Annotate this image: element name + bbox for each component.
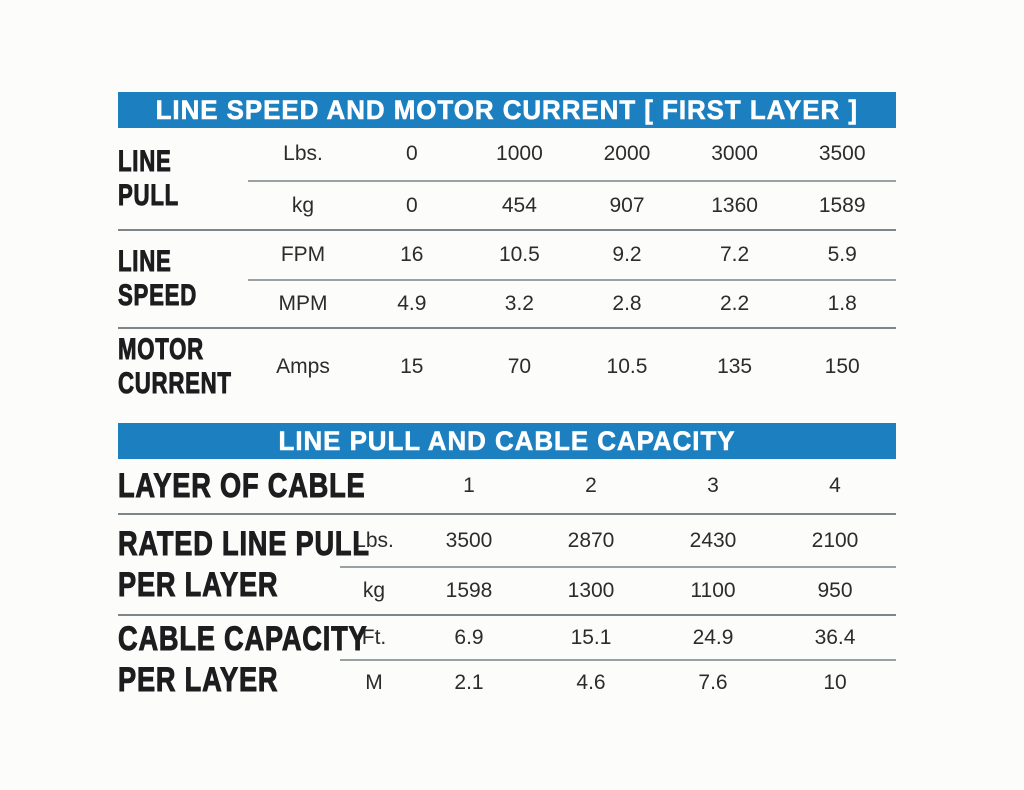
value-cell: 2.8 (612, 292, 642, 315)
group-label-cable-capacity: CABLE CAPACITY PER LAYER (118, 616, 368, 704)
row-rated-line-pull-kg: kg 1598 1300 1100 950 (340, 566, 896, 614)
unit-cell: kg (362, 579, 386, 602)
value-cell: 10.5 (606, 355, 648, 378)
row-layer-of-cable: LAYER OF CABLE 1 2 3 4 (118, 459, 896, 515)
group-label-line-speed: LINE SPEED (118, 231, 248, 327)
unit-cell: Ft. (361, 625, 387, 649)
value-cell: 454 (501, 193, 537, 217)
group-line-pull: LINE PULL Lbs. 0 1000 2000 3000 3500 kg … (118, 128, 896, 229)
value-cell: 3500 (818, 142, 866, 165)
group-rows: Lbs. 3500 2870 2430 2100 kg 1598 1300 11… (340, 515, 896, 614)
group-motor-current: MOTOR CURRENT Amps 15 70 10.5 135 150 (118, 327, 896, 405)
value-cell: 0 (405, 142, 418, 165)
value-cell: 70 (507, 355, 532, 378)
row-cable-capacity-ft: Ft. 6.9 15.1 24.9 36.4 (340, 616, 896, 659)
label-line: MOTOR (118, 333, 204, 367)
value-cell: 907 (609, 193, 645, 217)
table1-title: LINE SPEED AND MOTOR CURRENT [ FIRST LAY… (155, 94, 859, 125)
row-line-speed-fpm: FPM 16 10.5 9.2 7.2 5.9 (248, 231, 896, 279)
value-cell: 15.1 (570, 625, 612, 649)
label-line: LINE (118, 245, 172, 279)
value-cell: 2430 (689, 528, 737, 552)
value-cell: 7.6 (698, 670, 728, 694)
value-cell: 2.2 (719, 292, 750, 315)
value-cell: 2870 (567, 528, 615, 552)
value-cell: 950 (817, 579, 853, 602)
row-motor-current-amps: Amps 15 70 10.5 135 150 (248, 329, 896, 405)
spec-content: LINE SPEED AND MOTOR CURRENT [ FIRST LAY… (118, 92, 896, 704)
group-rows: Ft. 6.9 15.1 24.9 36.4 M 2.1 4.6 7.6 10 (340, 616, 896, 704)
group-label-line-pull: LINE PULL (118, 128, 248, 229)
value-cell: 1598 (445, 579, 493, 602)
value-cell: 2.1 (454, 670, 484, 694)
table1-header-bar: LINE SPEED AND MOTOR CURRENT [ FIRST LAY… (118, 92, 896, 128)
unit-cell: kg (291, 193, 315, 217)
value-cell: 135 (717, 355, 753, 378)
value-cell: 1589 (818, 193, 866, 217)
group-cable-capacity: CABLE CAPACITY PER LAYER Ft. 6.9 15.1 24… (118, 614, 896, 704)
value-cell: 15 (400, 355, 424, 378)
value-cell: 2000 (603, 142, 651, 165)
value-cell: 3000 (711, 142, 758, 165)
value-cell: 10 (823, 670, 847, 694)
value-cell: 1360 (711, 193, 758, 217)
layer-of-cable-label: LAYER OF CABLE (118, 466, 366, 505)
value-cell: 3 (707, 474, 719, 497)
value-cell: 2 (585, 474, 597, 497)
group-rows: FPM 16 10.5 9.2 7.2 5.9 MPM 4.9 3.2 2.8 … (248, 231, 896, 327)
value-cell: 10.5 (498, 243, 540, 266)
value-cell: 3500 (445, 528, 493, 552)
value-cell: 1100 (690, 579, 736, 602)
label-line: CURRENT (118, 367, 232, 401)
table2-header-bar: LINE PULL AND CABLE CAPACITY (118, 423, 896, 459)
row-line-pull-kg: kg 0 454 907 1360 1589 (248, 180, 896, 229)
row-line-pull-lbs: Lbs. 0 1000 2000 3000 3500 (248, 128, 896, 180)
value-cell: 16 (400, 243, 424, 266)
table-line-pull-cable-capacity: LINE PULL AND CABLE CAPACITY LAYER OF CA… (118, 423, 896, 704)
label-line: LINE (118, 144, 172, 178)
group-label-rated-line-pull: RATED LINE PULL PER LAYER (118, 515, 370, 614)
table2-title: LINE PULL AND CABLE CAPACITY (278, 425, 736, 456)
value-cell: 1.8 (827, 292, 857, 315)
label-line: RATED LINE PULL (118, 524, 370, 563)
label-line: PULL (118, 178, 179, 212)
row-line-speed-mpm: MPM 4.9 3.2 2.8 2.2 1.8 (248, 279, 896, 327)
label-line: PER LAYER (118, 565, 279, 604)
label-line: PER LAYER (118, 661, 279, 700)
unit-cell: Amps (276, 355, 330, 378)
value-cell: 1 (463, 474, 475, 497)
value-cell: 4 (829, 474, 841, 497)
unit-cell: FPM (280, 243, 326, 266)
value-cell: 3.2 (504, 292, 534, 315)
group-rows: Amps 15 70 10.5 135 150 (248, 329, 896, 405)
row-rated-line-pull-lbs: Lbs. 3500 2870 2430 2100 (340, 515, 896, 566)
value-cell: 7.2 (719, 243, 750, 266)
value-cell: 36.4 (814, 625, 856, 649)
value-cell: 2100 (811, 528, 859, 552)
unit-cell: M (365, 670, 383, 694)
row-cable-capacity-m: M 2.1 4.6 7.6 10 (340, 659, 896, 704)
label-line: CABLE CAPACITY (118, 620, 368, 659)
value-cell: 4.6 (576, 670, 606, 694)
value-cell: 24.9 (692, 625, 734, 649)
value-cell: 1000 (496, 142, 543, 165)
value-cell: 9.2 (612, 243, 642, 266)
value-cell: 5.9 (827, 243, 857, 266)
group-rows: Lbs. 0 1000 2000 3000 3500 kg 0 454 907 … (248, 128, 896, 229)
value-cell: 150 (824, 355, 860, 378)
unit-cell: Lbs. (283, 142, 323, 165)
value-cell: 4.9 (397, 292, 427, 315)
group-line-speed: LINE SPEED FPM 16 10.5 9.2 7.2 5.9 MPM 4… (118, 229, 896, 327)
value-cell: 6.9 (454, 625, 484, 649)
label-line: SPEED (118, 279, 197, 313)
value-cell: 1300 (567, 579, 615, 602)
unit-cell: Lbs. (354, 528, 394, 552)
group-label-motor-current: MOTOR CURRENT (118, 329, 248, 405)
table-line-speed-motor-current: LINE SPEED AND MOTOR CURRENT [ FIRST LAY… (118, 92, 896, 405)
unit-cell: MPM (278, 292, 328, 315)
group-rated-line-pull: RATED LINE PULL PER LAYER Lbs. 3500 2870… (118, 515, 896, 614)
value-cell: 0 (405, 193, 418, 217)
